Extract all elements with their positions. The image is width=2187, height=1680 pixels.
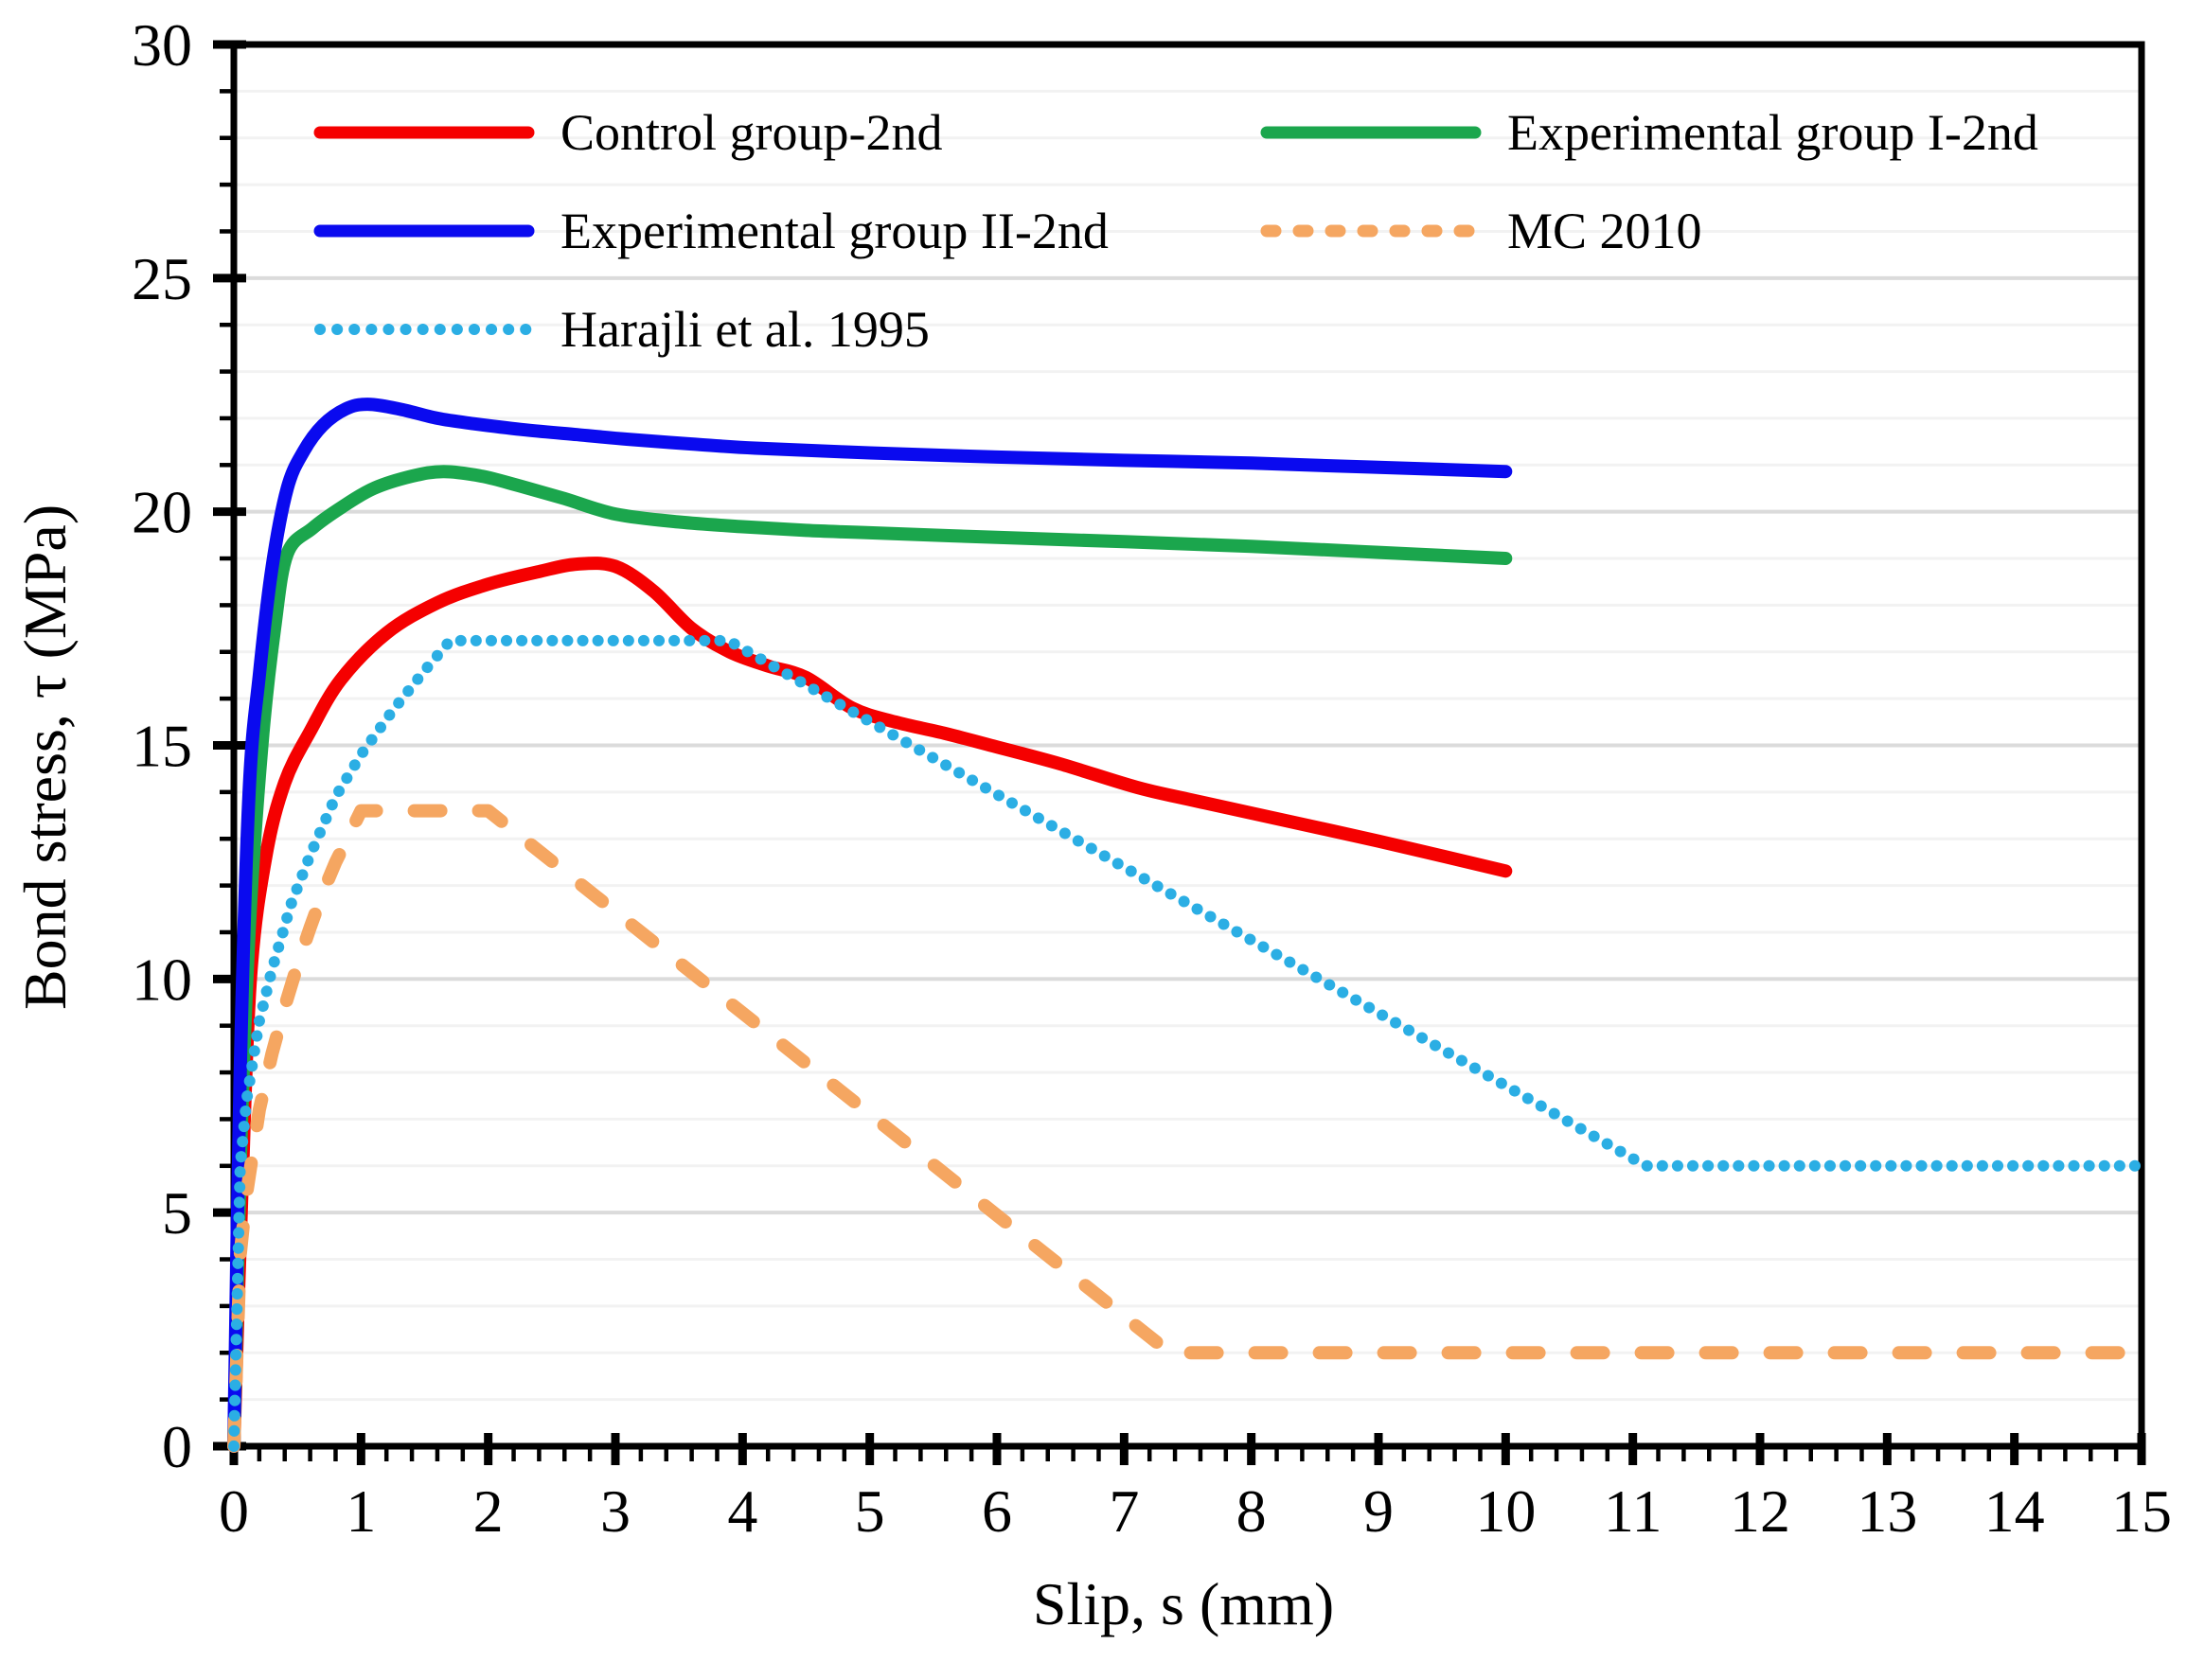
series-line-experimental-group-ii-2nd bbox=[227, 398, 1513, 1453]
x-tick-label: 4 bbox=[727, 1477, 757, 1545]
legend-item-experimental-group-2: Experimental group II-2nd bbox=[312, 201, 1109, 261]
legend-label: MC 2010 bbox=[1507, 203, 1702, 259]
x-tick-label: 3 bbox=[600, 1477, 631, 1545]
y-axis-title: Bond stress, τ (MPa) bbox=[11, 504, 79, 1011]
x-tick-label: 1 bbox=[346, 1477, 376, 1545]
legend-label: Control group-2nd bbox=[560, 104, 943, 161]
legend-line-harajli bbox=[312, 320, 536, 339]
x-tick-label: 10 bbox=[1475, 1477, 1536, 1545]
y-tick-label: 25 bbox=[132, 245, 192, 312]
legend-item-harajli: Harajli et al. 1995 bbox=[312, 299, 930, 360]
y-tick-label: 10 bbox=[132, 946, 192, 1013]
x-axis-title: Slip, s (mm) bbox=[1032, 1570, 1335, 1637]
data-series bbox=[227, 398, 2148, 1453]
x-tick-label: 6 bbox=[982, 1477, 1012, 1545]
legend-item-control-group: Control group-2nd bbox=[312, 102, 942, 163]
y-tick-label: 0 bbox=[162, 1413, 192, 1480]
legend-label: Harajli et al. 1995 bbox=[560, 301, 930, 358]
x-tick-label: 0 bbox=[219, 1477, 249, 1545]
series-line-control-group-2nd bbox=[227, 557, 1513, 1453]
x-tick-label: 14 bbox=[1984, 1477, 2045, 1545]
x-tick-label: 13 bbox=[1857, 1477, 1917, 1545]
gridlines bbox=[234, 89, 2142, 1402]
x-tick-label: 2 bbox=[473, 1477, 504, 1545]
legend-line-experimental-group-1 bbox=[1259, 123, 1483, 142]
legend-item-mc-2010: MC 2010 bbox=[1259, 201, 1702, 261]
y-tick-label: 15 bbox=[132, 713, 192, 780]
legend-label: Experimental group I-2nd bbox=[1507, 104, 2038, 161]
x-tick-label: 5 bbox=[855, 1477, 885, 1545]
y-tick-label: 30 bbox=[132, 11, 192, 79]
x-tick-label: 11 bbox=[1604, 1477, 1662, 1545]
x-tick-label: 7 bbox=[1109, 1477, 1139, 1545]
legend-line-control-group bbox=[312, 123, 536, 142]
series-line-mc-2010 bbox=[227, 804, 2148, 1453]
y-tick-label: 20 bbox=[132, 479, 192, 546]
y-tick-label: 5 bbox=[162, 1179, 192, 1247]
legend-line-experimental-group-2 bbox=[312, 221, 536, 240]
x-tick-label: 15 bbox=[2111, 1477, 2172, 1545]
series-line-experimental-group-i-2nd bbox=[227, 465, 1513, 1453]
series-line-harajli-et-al-1995 bbox=[228, 634, 2147, 1452]
x-tick-label: 8 bbox=[1236, 1477, 1267, 1545]
legend-label: Experimental group II-2nd bbox=[560, 203, 1109, 259]
x-tick-label: 12 bbox=[1730, 1477, 1790, 1545]
legend-item-experimental-group-1: Experimental group I-2nd bbox=[1259, 102, 2038, 163]
legend-line-mc-2010 bbox=[1259, 221, 1483, 240]
x-tick-label: 9 bbox=[1363, 1477, 1394, 1545]
